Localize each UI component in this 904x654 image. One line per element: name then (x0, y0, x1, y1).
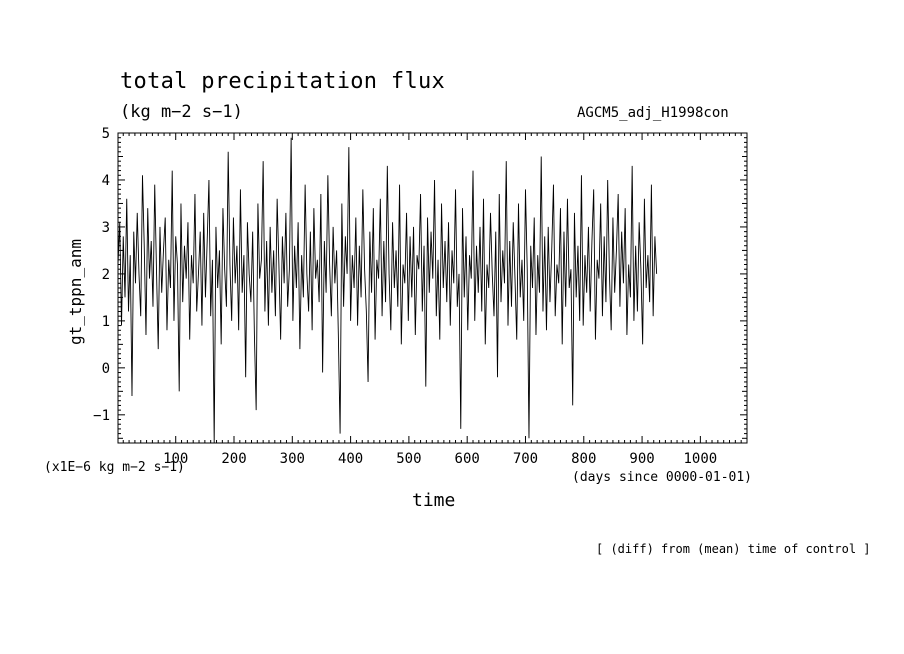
x-tick-label: 700 (513, 451, 538, 467)
x-tick-label: 400 (338, 451, 363, 467)
x-tick-label: 600 (455, 451, 480, 467)
y-tick-label: −1 (93, 408, 110, 424)
plot-frame (117, 132, 748, 444)
x-tick-label: 500 (396, 451, 421, 467)
run-name: AGCM5_adj_H1998con (577, 105, 729, 121)
y-tick-label: 2 (102, 267, 110, 283)
chart-subtitle: (kg m−2 s−1) (120, 102, 243, 122)
y-axis-unit: (x1E−6 kg m−2 s−1) (44, 460, 185, 475)
series-line-0 (117, 137, 658, 444)
chart-title: total precipitation flux (120, 69, 446, 94)
y-tick-label: 0 (102, 361, 110, 377)
x-tick-label: 100 (163, 451, 188, 467)
y-tick-label: 1 (102, 314, 110, 330)
y-tick-label: 5 (102, 126, 110, 142)
comparison-note: [ (diff) from (mean) time of control ] (596, 542, 871, 556)
x-tick-label: 800 (571, 451, 596, 467)
x-tick-label: 900 (629, 451, 654, 467)
y-tick-label: 3 (102, 220, 110, 236)
x-tick-label: 300 (280, 451, 305, 467)
x-tick-label: 200 (221, 451, 246, 467)
x-axis-label: time (412, 490, 456, 511)
y-tick-label: 4 (102, 173, 110, 189)
x-axis-unit: (days since 0000-01-01) (572, 470, 753, 485)
x-tick-label: 1000 (684, 451, 718, 467)
axes-layer: 100 200 300 400 500 600 700 800 900 1000 −1 0 1 2 3 4 5 (93, 126, 748, 467)
series-layer (117, 137, 658, 444)
